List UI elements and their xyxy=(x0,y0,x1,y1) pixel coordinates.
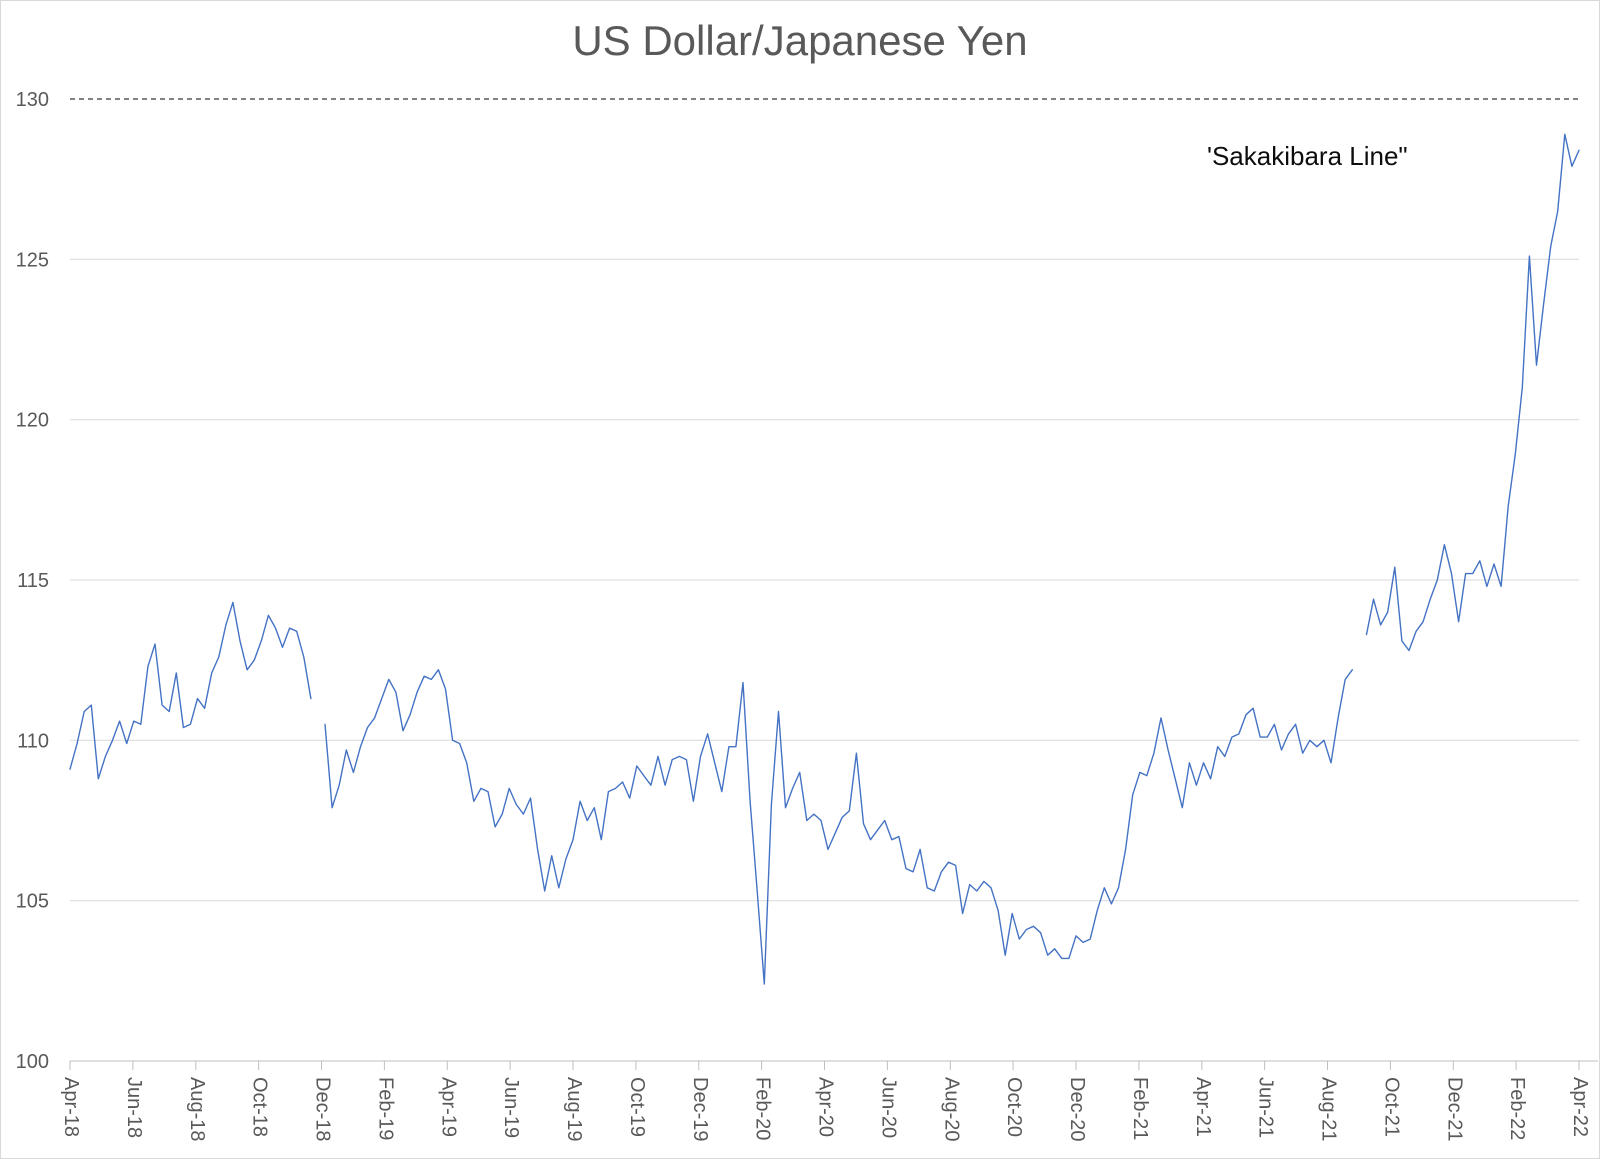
x-axis-label-Jun-19: Jun-19 xyxy=(500,1077,522,1138)
x-axis-label-Jun-18: Jun-18 xyxy=(123,1077,145,1138)
x-axis-label-Aug-18: Aug-18 xyxy=(186,1077,208,1142)
y-axis-label-105: 105 xyxy=(16,891,49,913)
x-axis-label-Dec-21: Dec-21 xyxy=(1443,1077,1465,1141)
x-axis-label-Feb-21: Feb-21 xyxy=(1129,1077,1151,1140)
x-axis-label-Feb-22: Feb-22 xyxy=(1506,1077,1528,1140)
y-axis-label-125: 125 xyxy=(16,249,49,271)
y-axis-label-130: 130 xyxy=(16,89,49,111)
y-axis-label-110: 110 xyxy=(17,730,49,752)
x-axis-label-Jun-20: Jun-20 xyxy=(877,1077,899,1138)
x-axis-label-Apr-20: Apr-20 xyxy=(815,1077,837,1137)
x-axis-label-Aug-21: Aug-21 xyxy=(1318,1077,1340,1142)
x-axis-label-Aug-20: Aug-20 xyxy=(940,1077,962,1142)
x-axis-label-Apr-18: Apr-18 xyxy=(60,1077,82,1137)
x-axis-label-Dec-18: Dec-18 xyxy=(312,1077,334,1141)
x-axis-label-Feb-19: Feb-19 xyxy=(374,1077,396,1140)
y-axis-label-115: 115 xyxy=(17,570,49,592)
x-axis-label-Feb-20: Feb-20 xyxy=(752,1077,774,1140)
x-axis-label-Apr-22: Apr-22 xyxy=(1569,1077,1591,1137)
x-axis-label-Apr-19: Apr-19 xyxy=(437,1077,459,1137)
x-axis-label-Oct-21: Oct-21 xyxy=(1380,1077,1402,1137)
y-axis-labels: 100 105 110 115 120 125 130 xyxy=(16,89,49,1073)
y-axis-label-100: 100 xyxy=(16,1051,49,1073)
x-axis-label-Aug-19: Aug-19 xyxy=(563,1077,585,1142)
chart-title: US Dollar/Japanese Yen xyxy=(572,17,1028,64)
x-axis-label-Oct-19: Oct-19 xyxy=(626,1077,648,1137)
x-axis-label-Dec-19: Dec-19 xyxy=(689,1077,711,1141)
x-axis-label-Oct-20: Oct-20 xyxy=(1003,1077,1025,1137)
x-axis-label-Jun-21: Jun-21 xyxy=(1255,1077,1277,1138)
x-axis-label-Oct-18: Oct-18 xyxy=(249,1077,271,1137)
usdjpy-price-line xyxy=(69,133,1580,985)
sakakibara-line-annotation: 'Sakakibara Line" xyxy=(1207,141,1408,171)
x-axis-labels: Apr-18 Jun-18 Aug-18 Oct-18 Dec-18 Feb-19 Apr-… xyxy=(60,1077,1591,1142)
y-axis-label-120: 120 xyxy=(16,410,49,432)
x-axis-label-Dec-20: Dec-20 xyxy=(1066,1077,1088,1141)
x-axis-label-Apr-21: Apr-21 xyxy=(1192,1077,1214,1137)
